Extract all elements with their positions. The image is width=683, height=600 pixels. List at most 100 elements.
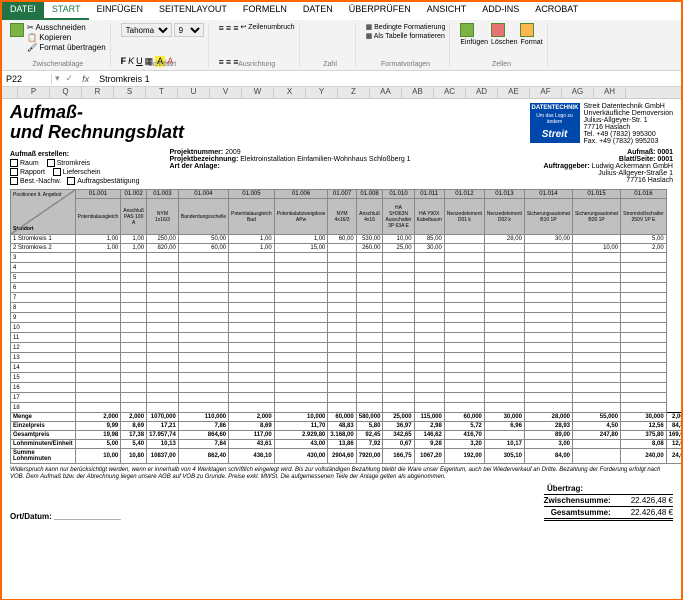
- empty-cell[interactable]: [75, 283, 121, 293]
- empty-cell[interactable]: [621, 323, 667, 333]
- empty-cell[interactable]: [147, 303, 179, 313]
- empty-cell[interactable]: [444, 253, 484, 263]
- empty-cell[interactable]: [524, 353, 572, 363]
- empty-cell[interactable]: [121, 383, 147, 393]
- data-cell[interactable]: 15,00: [274, 244, 328, 253]
- empty-cell[interactable]: [383, 253, 414, 263]
- empty-cell[interactable]: [484, 293, 524, 303]
- empty-cell[interactable]: [229, 383, 275, 393]
- empty-cell[interactable]: [444, 323, 484, 333]
- empty-cell[interactable]: [328, 363, 356, 373]
- empty-cell[interactable]: [484, 363, 524, 373]
- empty-cell[interactable]: [147, 343, 179, 353]
- empty-cell[interactable]: [524, 373, 572, 383]
- empty-cell[interactable]: [229, 343, 275, 353]
- empty-cell[interactable]: [383, 373, 414, 383]
- format-btn[interactable]: Format: [520, 23, 542, 46]
- empty-cell[interactable]: [75, 323, 121, 333]
- paste-icon[interactable]: [10, 23, 24, 37]
- empty-cell[interactable]: [356, 393, 383, 403]
- empty-cell[interactable]: [524, 343, 572, 353]
- empty-cell[interactable]: [484, 283, 524, 293]
- empty-cell[interactable]: [621, 343, 667, 353]
- empty-cell[interactable]: [414, 313, 444, 323]
- col-header[interactable]: AE: [498, 87, 530, 98]
- tab-seitenlayout[interactable]: SEITENLAYOUT: [151, 2, 235, 20]
- empty-cell[interactable]: [229, 263, 275, 273]
- empty-cell[interactable]: [383, 353, 414, 363]
- empty-cell[interactable]: [524, 273, 572, 283]
- empty-cell[interactable]: [274, 353, 328, 363]
- empty-cell[interactable]: [121, 283, 147, 293]
- empty-cell[interactable]: [383, 283, 414, 293]
- font-name-select[interactable]: Tahoma: [121, 23, 172, 37]
- empty-cell[interactable]: [621, 403, 667, 413]
- empty-cell[interactable]: [274, 333, 328, 343]
- empty-cell[interactable]: [75, 343, 121, 353]
- empty-cell[interactable]: [621, 383, 667, 393]
- empty-cell[interactable]: [356, 403, 383, 413]
- empty-cell[interactable]: [573, 403, 621, 413]
- empty-cell[interactable]: [414, 293, 444, 303]
- empty-cell[interactable]: [75, 313, 121, 323]
- empty-cell[interactable]: [524, 403, 572, 413]
- col-header[interactable]: P: [18, 87, 50, 98]
- empty-cell[interactable]: [524, 383, 572, 393]
- empty-cell[interactable]: [147, 403, 179, 413]
- empty-cell[interactable]: [356, 383, 383, 393]
- empty-cell[interactable]: [356, 283, 383, 293]
- empty-cell[interactable]: [178, 363, 228, 373]
- empty-cell[interactable]: [274, 313, 328, 323]
- format-painter-btn[interactable]: 🖌 Format übertragen: [27, 43, 106, 52]
- empty-cell[interactable]: [524, 363, 572, 373]
- empty-cell[interactable]: [444, 393, 484, 403]
- empty-cell[interactable]: [484, 393, 524, 403]
- empty-cell[interactable]: [356, 313, 383, 323]
- empty-cell[interactable]: [121, 273, 147, 283]
- checkbox-rapport[interactable]: [10, 168, 18, 176]
- empty-cell[interactable]: [147, 313, 179, 323]
- empty-cell[interactable]: [147, 253, 179, 263]
- empty-cell[interactable]: [444, 383, 484, 393]
- tab-acrobat[interactable]: ACROBAT: [527, 2, 586, 20]
- empty-cell[interactable]: [414, 303, 444, 313]
- empty-cell[interactable]: [75, 273, 121, 283]
- col-header[interactable]: X: [274, 87, 306, 98]
- empty-cell[interactable]: [414, 283, 444, 293]
- data-cell[interactable]: 1,00: [229, 235, 275, 244]
- empty-cell[interactable]: [274, 293, 328, 303]
- data-cell[interactable]: [444, 235, 484, 244]
- empty-cell[interactable]: [229, 353, 275, 363]
- empty-cell[interactable]: [147, 333, 179, 343]
- empty-cell[interactable]: [356, 333, 383, 343]
- empty-cell[interactable]: [573, 393, 621, 403]
- empty-cell[interactable]: [383, 343, 414, 353]
- data-cell[interactable]: [444, 244, 484, 253]
- empty-cell[interactable]: [328, 403, 356, 413]
- empty-cell[interactable]: [121, 393, 147, 403]
- empty-cell[interactable]: [524, 293, 572, 303]
- empty-cell[interactable]: [356, 353, 383, 363]
- tab-einfuegen[interactable]: EINFÜGEN: [89, 2, 152, 20]
- empty-cell[interactable]: [573, 313, 621, 323]
- empty-cell[interactable]: [414, 273, 444, 283]
- empty-cell[interactable]: [75, 393, 121, 403]
- col-header[interactable]: AA: [370, 87, 402, 98]
- formula-value[interactable]: Stromkreis 1: [95, 74, 154, 84]
- empty-cell[interactable]: [147, 393, 179, 403]
- empty-cell[interactable]: [147, 283, 179, 293]
- empty-cell[interactable]: [621, 393, 667, 403]
- empty-cell[interactable]: [621, 303, 667, 313]
- empty-cell[interactable]: [328, 333, 356, 343]
- empty-cell[interactable]: [147, 353, 179, 363]
- data-cell[interactable]: 5,00: [621, 235, 667, 244]
- empty-cell[interactable]: [444, 373, 484, 383]
- empty-cell[interactable]: [383, 313, 414, 323]
- empty-cell[interactable]: [383, 333, 414, 343]
- empty-cell[interactable]: [178, 353, 228, 363]
- col-header[interactable]: Z: [338, 87, 370, 98]
- empty-cell[interactable]: [444, 283, 484, 293]
- empty-cell[interactable]: [274, 323, 328, 333]
- empty-cell[interactable]: [75, 293, 121, 303]
- cut-btn[interactable]: ✂ Ausschneiden: [27, 23, 106, 32]
